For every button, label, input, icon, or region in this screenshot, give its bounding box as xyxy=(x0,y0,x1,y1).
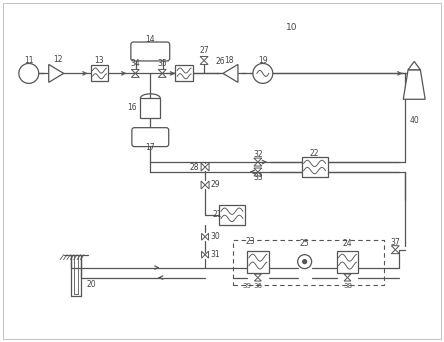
Text: 16: 16 xyxy=(127,103,136,112)
Text: 33: 33 xyxy=(253,173,263,183)
Text: 21: 21 xyxy=(212,210,222,219)
Text: 23: 23 xyxy=(245,237,255,246)
Polygon shape xyxy=(200,56,208,61)
Polygon shape xyxy=(254,274,262,278)
Text: 30: 30 xyxy=(210,232,220,241)
Bar xyxy=(91,65,108,81)
Text: 27: 27 xyxy=(199,46,209,55)
Text: 26: 26 xyxy=(215,57,225,66)
Bar xyxy=(247,251,269,273)
Text: 13: 13 xyxy=(95,56,104,65)
Circle shape xyxy=(253,63,273,83)
Polygon shape xyxy=(205,233,209,240)
Polygon shape xyxy=(408,62,420,70)
Polygon shape xyxy=(403,70,425,99)
Polygon shape xyxy=(158,69,166,74)
Text: 11: 11 xyxy=(24,56,34,65)
Text: 38: 38 xyxy=(343,282,352,289)
Text: 34: 34 xyxy=(131,59,140,68)
Text: 22: 22 xyxy=(310,148,319,158)
Text: 10: 10 xyxy=(286,23,297,32)
Polygon shape xyxy=(344,278,351,281)
Polygon shape xyxy=(254,172,262,176)
Polygon shape xyxy=(205,163,209,171)
Polygon shape xyxy=(254,162,262,166)
FancyBboxPatch shape xyxy=(131,42,170,61)
Polygon shape xyxy=(201,181,205,189)
Polygon shape xyxy=(254,158,262,162)
Polygon shape xyxy=(131,74,139,77)
Text: 12: 12 xyxy=(53,55,63,64)
Text: 14: 14 xyxy=(146,35,155,44)
Bar xyxy=(219,205,245,225)
Text: 29: 29 xyxy=(210,181,220,189)
Text: 28: 28 xyxy=(189,162,199,172)
Text: 32: 32 xyxy=(253,149,263,159)
Circle shape xyxy=(303,260,307,264)
Polygon shape xyxy=(200,61,208,64)
FancyBboxPatch shape xyxy=(132,128,169,147)
Text: 39: 39 xyxy=(242,282,251,289)
Circle shape xyxy=(297,255,312,268)
Text: 19: 19 xyxy=(258,56,268,65)
Polygon shape xyxy=(205,251,209,258)
Polygon shape xyxy=(391,250,399,254)
Polygon shape xyxy=(158,74,166,77)
Text: 24: 24 xyxy=(343,239,352,248)
Text: 25: 25 xyxy=(300,239,309,248)
Text: 18: 18 xyxy=(224,56,234,65)
Polygon shape xyxy=(202,251,205,258)
Text: 35: 35 xyxy=(157,59,167,68)
Polygon shape xyxy=(391,246,399,250)
Polygon shape xyxy=(344,274,351,278)
Bar xyxy=(140,98,160,118)
Text: 20: 20 xyxy=(87,280,96,289)
Text: 31: 31 xyxy=(210,250,220,259)
Polygon shape xyxy=(254,168,262,172)
Bar xyxy=(175,65,193,81)
Polygon shape xyxy=(131,69,139,74)
Polygon shape xyxy=(201,163,205,171)
Text: 36: 36 xyxy=(254,282,262,289)
Polygon shape xyxy=(223,64,238,82)
Text: 40: 40 xyxy=(409,116,419,125)
Polygon shape xyxy=(254,278,262,281)
Polygon shape xyxy=(205,181,209,189)
Polygon shape xyxy=(202,233,205,240)
Bar xyxy=(301,157,328,177)
Polygon shape xyxy=(49,64,63,82)
Bar xyxy=(337,251,358,273)
Text: 17: 17 xyxy=(146,143,155,152)
Text: 37: 37 xyxy=(390,238,400,247)
Circle shape xyxy=(19,63,39,83)
